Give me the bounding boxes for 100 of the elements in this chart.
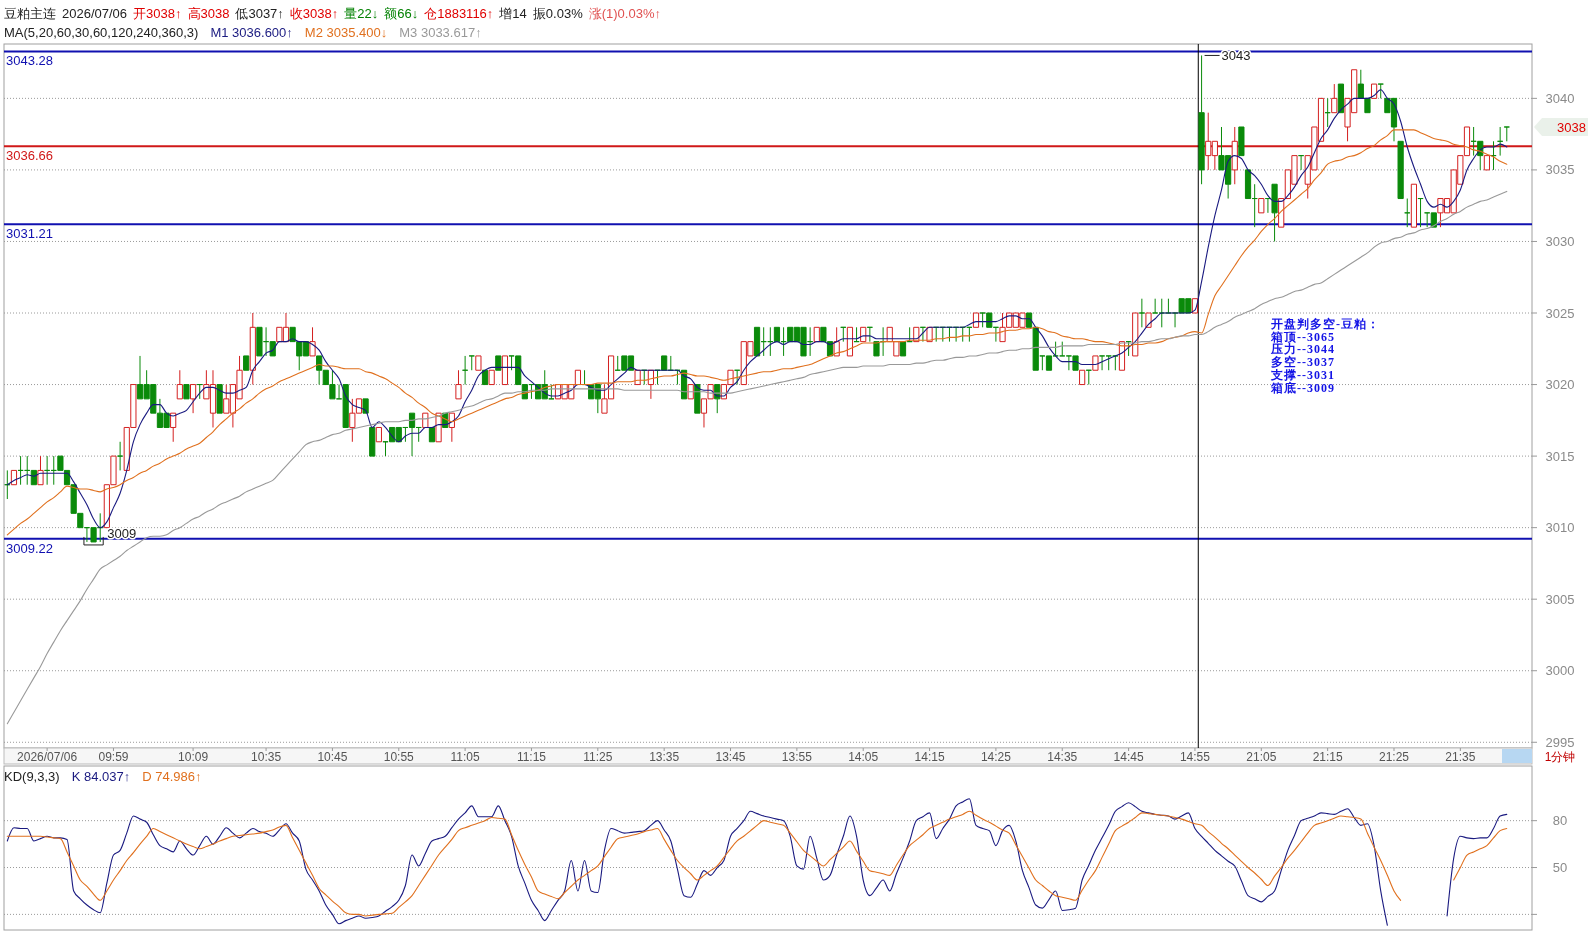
chart-subtitle: 2026/07/06: [62, 6, 128, 21]
text: 额66↓: [384, 6, 419, 21]
candlestick: [369, 426, 376, 457]
x-tick-label: 11:25: [583, 749, 613, 764]
text: 量22↓: [344, 6, 379, 21]
candlestick: [1112, 355, 1119, 371]
annotation: 3009: [107, 525, 137, 541]
candlestick: [468, 355, 475, 371]
text: 增14: [498, 6, 527, 21]
x-tick-label: 09:59: [98, 749, 129, 764]
candlestick: [1138, 298, 1145, 328]
y-tick-label: 3000: [1545, 663, 1575, 679]
text: 涨(1)0.03%↑: [588, 6, 661, 21]
candlestick: [17, 455, 24, 486]
candlestick: [1145, 312, 1152, 328]
annotation: 多空--3037: [1271, 355, 1335, 370]
candlestick: [1410, 183, 1417, 228]
candlestick: [1397, 140, 1404, 200]
candlestick: [488, 369, 495, 386]
candlestick: [117, 441, 124, 471]
candlestick: [953, 326, 960, 343]
candlestick: [1497, 126, 1504, 157]
x-tick-label: 14:15: [914, 749, 945, 764]
legend-title: KD(9,3,3): [4, 769, 60, 784]
candlestick: [1258, 198, 1265, 214]
candlestick: [1331, 83, 1338, 114]
candlestick: [1357, 69, 1364, 99]
annotation: 箱顶--3065: [1270, 329, 1335, 344]
text: 振0.03%: [532, 6, 584, 21]
y-tick-label: 3015: [1545, 448, 1575, 464]
text: M2 3035.400↓: [304, 25, 388, 40]
candlestick: [1298, 155, 1305, 171]
text: 1分钟: [1544, 749, 1576, 764]
candlestick: [1079, 369, 1086, 386]
candlestick: [893, 341, 900, 357]
x-tick-label: 10:45: [317, 749, 348, 764]
candlestick: [1025, 312, 1033, 328]
candlestick: [1132, 312, 1139, 357]
text: 仓1883116↑: [424, 6, 494, 21]
text: M1 3036.600↑: [210, 25, 293, 40]
x-tick-label: 10:55: [383, 749, 415, 764]
candlestick: [840, 326, 847, 343]
candlestick: [196, 384, 203, 400]
y-tick-label: 2995: [1545, 734, 1575, 750]
x-tick-label: 13:35: [649, 749, 680, 764]
x-tick-label: 14:55: [1179, 749, 1211, 764]
x-tick-label: 13:55: [781, 749, 813, 764]
y-tick-label: 3035: [1545, 162, 1575, 178]
candlestick: [933, 326, 940, 343]
annotation: 箱底--3009: [1270, 380, 1335, 395]
candlestick: [880, 326, 887, 357]
x-tick-label: 21:35: [1445, 749, 1476, 764]
ref-line-label: 3043.28: [6, 53, 53, 69]
candlestick: [581, 369, 588, 386]
text: 低3037↑: [235, 6, 284, 21]
candlestick: [501, 355, 509, 386]
candlestick: [946, 326, 953, 343]
candlestick: [375, 426, 382, 443]
y-tick-label: 50: [1552, 860, 1568, 876]
candlestick: [734, 369, 741, 386]
candlestick: [170, 412, 177, 443]
x-tick-label: 11:05: [450, 749, 481, 764]
candlestick: [189, 384, 197, 414]
candlestick: [919, 326, 927, 343]
y-tick-label: 3020: [1545, 377, 1575, 393]
legend-title: MA(5,20,60,30,60,120,240,360,3): [4, 25, 199, 40]
candlestick: [462, 355, 469, 386]
text: 高3038: [187, 6, 230, 21]
ref-line-label: 3036.66: [6, 148, 53, 164]
text: 开3038↑: [133, 6, 182, 21]
text: M3 3033.617↑: [399, 25, 482, 40]
ref-line-label: 3031.21: [6, 226, 53, 242]
candlestick: [362, 398, 369, 414]
candlestick: [641, 369, 648, 386]
candlestick: [661, 355, 668, 371]
y-tick-label: 80: [1552, 813, 1568, 829]
x-tick-label: 14:45: [1113, 749, 1144, 764]
candlestick: [455, 369, 462, 400]
candlestick: [1337, 83, 1345, 114]
candlestick: [1271, 183, 1278, 242]
candlestick: [243, 355, 250, 371]
candlestick: [667, 355, 674, 371]
ref-line-label: 3009.22: [6, 540, 53, 556]
y-tick-label: 3030: [1545, 234, 1575, 250]
annotation: 支撑--3031: [1270, 367, 1335, 382]
candlestick: [1364, 97, 1371, 114]
x-tick-label: 21:05: [1246, 749, 1277, 764]
candlestick: [813, 326, 820, 343]
candlestick: [1377, 83, 1384, 99]
y-tick-label: 3010: [1545, 520, 1575, 536]
candlestick: [475, 355, 482, 371]
candlestick: [972, 312, 980, 328]
candlestick: [1324, 97, 1331, 128]
y-tick-label: 3005: [1545, 591, 1575, 607]
chart-title: 豆粕主连: [4, 6, 56, 21]
x-tick-label: 13:45: [715, 749, 746, 764]
candlestick: [654, 369, 661, 386]
x-tick-label: 10:09: [178, 749, 209, 764]
candlestick: [183, 384, 190, 400]
y-tick-label: 3025: [1545, 305, 1575, 321]
